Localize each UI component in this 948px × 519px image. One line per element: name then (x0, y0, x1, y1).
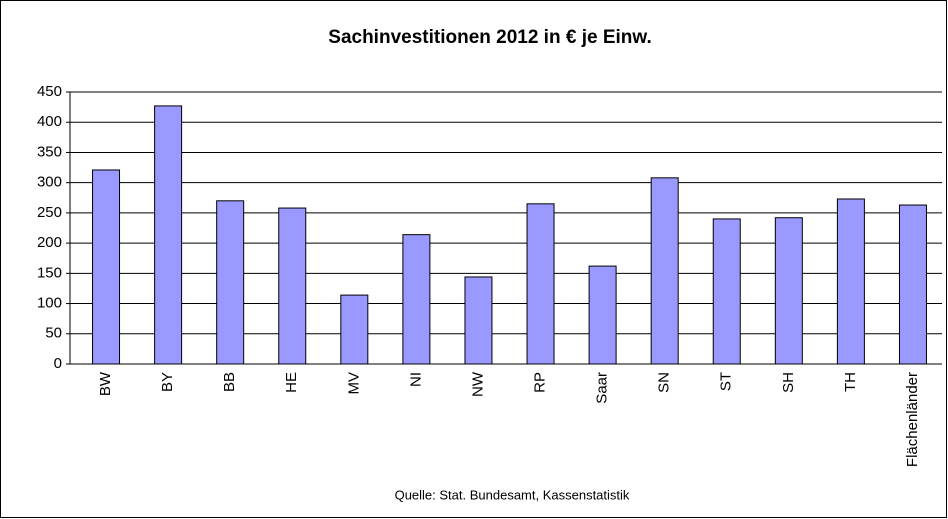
bar (216, 200, 245, 365)
bar (340, 294, 369, 365)
bar (464, 276, 493, 365)
bar (588, 265, 617, 365)
bar (526, 203, 555, 365)
y-tick-label: 350 (37, 143, 62, 160)
x-tick-label: BB (221, 372, 238, 392)
x-tick-label: BW (97, 371, 114, 396)
x-tick-label: SN (656, 372, 673, 393)
source-note: Quelle: Stat. Bundesamt, Kassenstatistik (395, 487, 630, 502)
y-tick-label: 400 (37, 113, 62, 130)
bar (402, 234, 431, 365)
bar (92, 169, 121, 365)
bar (774, 217, 803, 365)
x-tick-label: NI (407, 372, 424, 387)
bar (154, 105, 183, 365)
bar (712, 218, 741, 365)
y-tick-label: 50 (45, 325, 62, 342)
y-tick-label: 300 (37, 174, 62, 191)
x-tick-label: HE (283, 372, 300, 393)
y-tick-label: 450 (37, 83, 62, 100)
x-tick-label: SH (780, 372, 797, 393)
x-tick-label: MV (345, 372, 362, 395)
y-tick-label: 100 (37, 295, 62, 312)
y-tick-label: 0 (54, 355, 62, 372)
x-tick-label: NW (469, 371, 486, 397)
y-tick-label: 200 (37, 234, 62, 251)
bar (898, 204, 927, 365)
x-tick-label: BY (159, 372, 176, 392)
bar (836, 198, 865, 365)
bar (650, 177, 679, 365)
x-tick-label: Flächenländer (904, 372, 921, 467)
bar (278, 207, 307, 365)
x-tick-label: TH (842, 372, 859, 392)
y-tick-label: 150 (37, 264, 62, 281)
chart-title: Sachinvestitionen 2012 in € je Einw. (328, 27, 651, 48)
x-tick-label: Saar (594, 372, 611, 404)
x-tick-label: RP (532, 372, 549, 393)
y-tick-label: 250 (37, 204, 62, 221)
x-tick-label: ST (718, 372, 735, 391)
